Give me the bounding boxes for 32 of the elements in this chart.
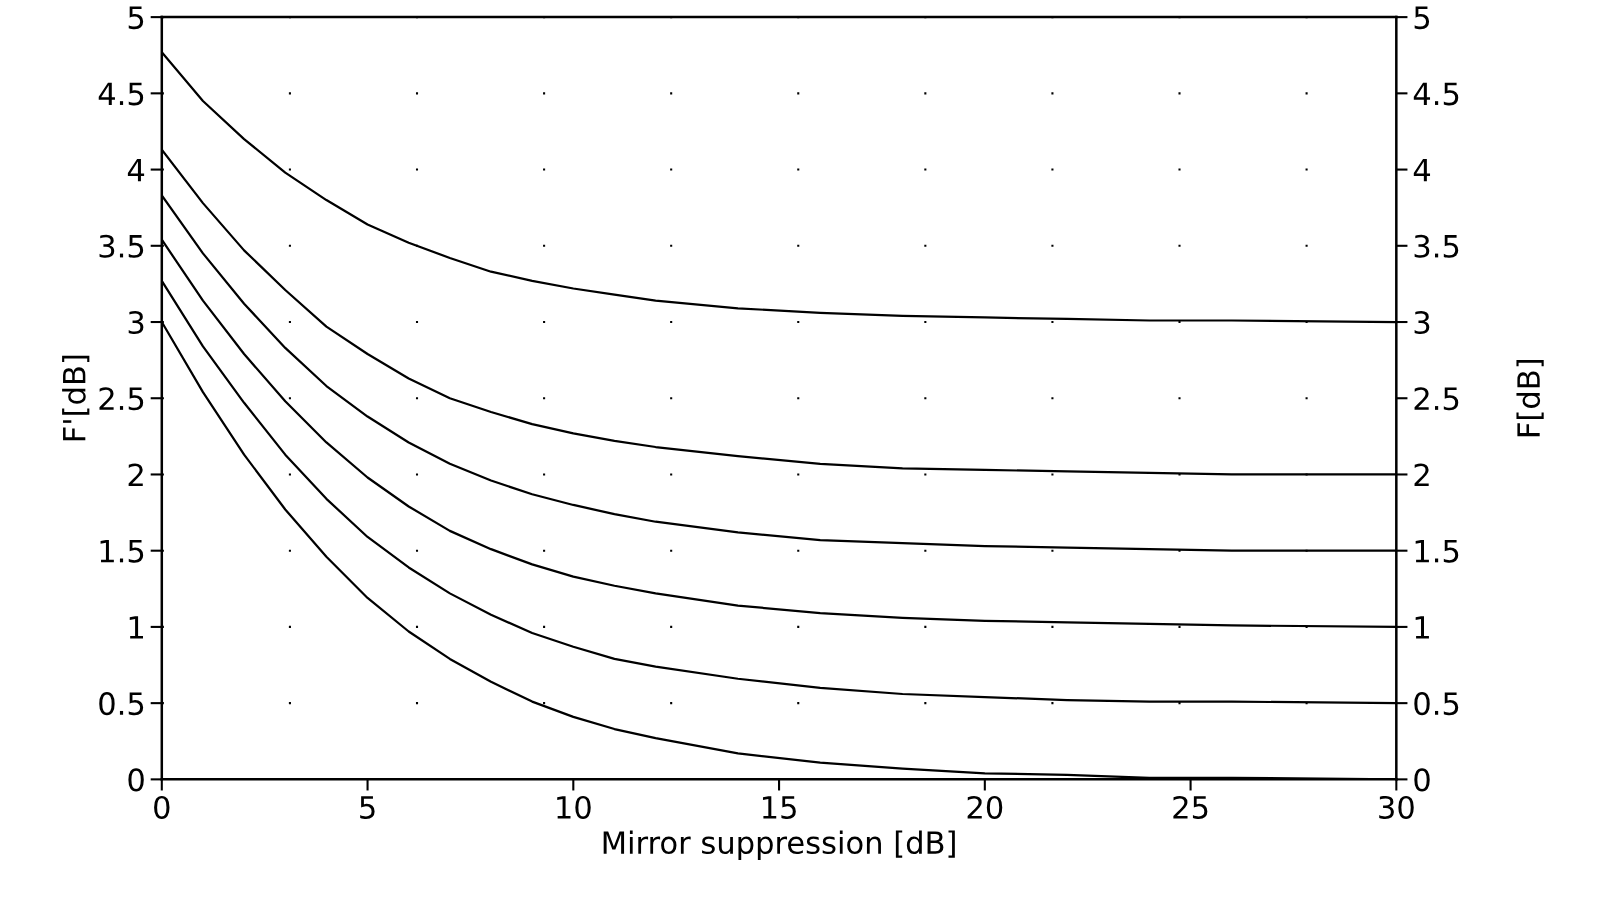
x-tick-label: 0 (154, 795, 170, 819)
y2-tick-label: 1.5 (1415, 540, 1459, 563)
y2-tick-label: 0 (1414, 768, 1430, 792)
x-tick-label: 20 (967, 795, 1003, 819)
y-tick-label: 2.5 (99, 387, 144, 411)
y-tick-label: 1 (129, 616, 144, 639)
y-tick-label: 0.5 (99, 692, 144, 716)
x-tick-label: 30 (1379, 795, 1414, 819)
y-tick-label: 4.5 (98, 82, 144, 106)
y2-tick-label: 2.5 (1414, 387, 1459, 411)
y2-tick-label: 5 (1414, 6, 1430, 30)
x-tick-label: 5 (360, 796, 375, 819)
y2-tick-label: 2 (1414, 463, 1429, 487)
x-tick-label: 15 (762, 796, 796, 819)
x-tick-label: 10 (557, 795, 591, 819)
y-tick-label: 2 (128, 463, 143, 487)
y2-axis-title: F[dB] (1516, 359, 1544, 437)
x-axis-title: Mirror suppression [dB] (603, 830, 955, 861)
y2-tick-label: 3.5 (1414, 234, 1459, 258)
y-tick-label: 3 (128, 310, 144, 335)
y-tick-label: 4 (127, 158, 145, 182)
x-tick-label: 25 (1173, 795, 1208, 819)
y2-tick-label: 1 (1415, 616, 1429, 639)
y2-tick-label: 0.5 (1414, 692, 1459, 716)
y-tick-label: 3.5 (99, 234, 144, 258)
y-tick-label: 1.5 (100, 540, 144, 563)
y-axis-title: F'[dB] (62, 355, 90, 441)
y-tick-label: 0 (128, 768, 144, 792)
y2-tick-label: 4 (1413, 158, 1431, 182)
y2-tick-label: 3 (1414, 310, 1430, 335)
y-tick-label: 5 (128, 6, 144, 30)
y2-tick-label: 4.5 (1413, 82, 1459, 106)
